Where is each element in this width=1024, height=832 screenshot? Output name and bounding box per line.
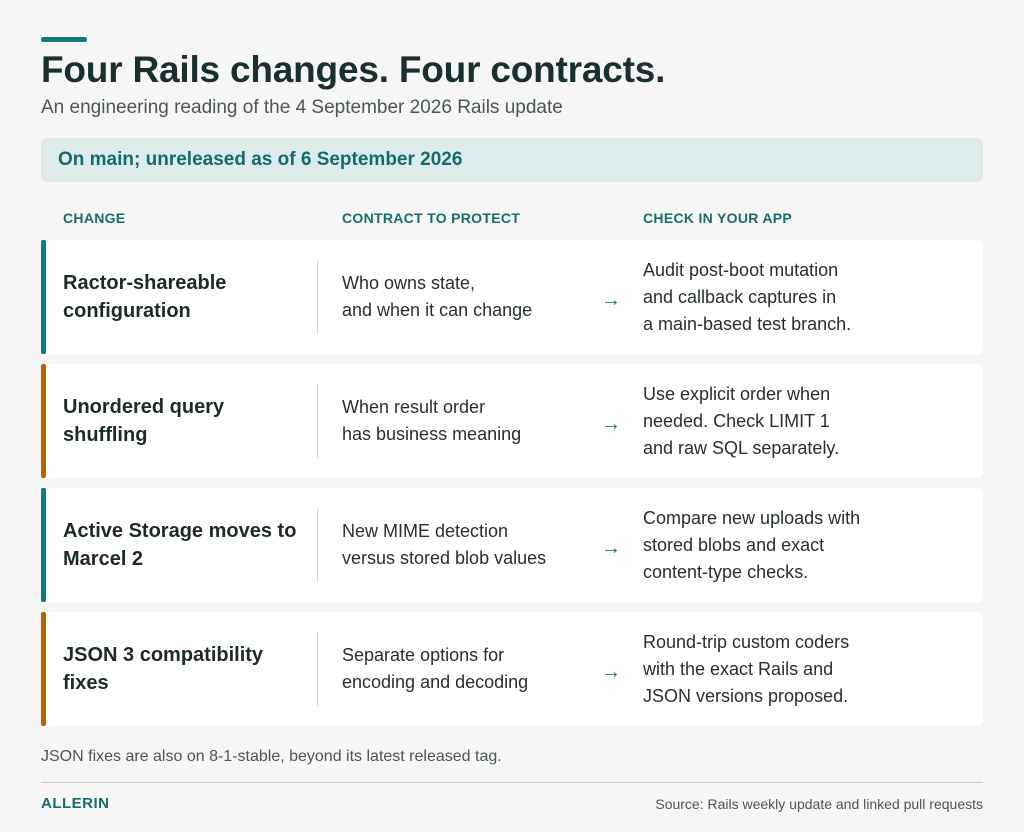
- arrow-right-icon: →: [601, 536, 621, 559]
- row-contract: Who owns state, and when it can change: [342, 240, 592, 354]
- table-row: JSON 3 compatibility fixes Separate optio…: [41, 612, 983, 726]
- row-check-line: Audit post-boot mutation: [643, 259, 839, 280]
- row-contract-line: When result order: [342, 397, 486, 417]
- row-check-line: Use explicit order when: [643, 383, 831, 404]
- row-contract-line: Who owns state,: [342, 273, 476, 293]
- row-divider: [317, 632, 318, 706]
- row-contract-line: New MIME detection: [342, 521, 509, 541]
- row-check: Round-trip custom coders with the exact R…: [643, 612, 943, 726]
- row-accent-stripe: [41, 488, 46, 602]
- row-check-line: JSON versions proposed.: [643, 685, 849, 706]
- row-change-title: Active Storage moves to Marcel 2: [63, 520, 297, 570]
- column-header-check: CHECK IN YOUR APP: [643, 210, 793, 226]
- row-contract-line: versus stored blob values: [342, 548, 547, 568]
- row-check-line: a main-based test branch.: [643, 313, 852, 334]
- row-check-line: Compare new uploads with: [643, 507, 861, 528]
- row-check-line: and callback captures in: [643, 286, 837, 307]
- footer-divider: [41, 782, 983, 783]
- table-row: Active Storage moves to Marcel 2 New MIME…: [41, 488, 983, 602]
- row-change-title: JSON 3 compatibility fixes: [63, 644, 264, 694]
- row-change-title: Ractor-shareable configuration: [63, 272, 227, 322]
- row-contract-line: Separate options for: [342, 645, 505, 665]
- table-row: Unordered query shuffling When result ord…: [41, 364, 983, 478]
- row-check: Use explicit order when needed. Check LIM…: [643, 364, 943, 478]
- column-header-contract: CONTRACT TO PROTECT: [342, 210, 521, 226]
- row-check-line: content-type checks.: [643, 561, 809, 582]
- row-accent-stripe: [41, 612, 46, 726]
- status-banner: On main; unreleased as of 6 September 20…: [41, 138, 983, 182]
- row-accent-stripe: [41, 240, 46, 354]
- row-check-line: with the exact Rails and: [643, 658, 834, 679]
- row-contract: New MIME detection versus stored blob val…: [342, 488, 592, 602]
- row-check-line: stored blobs and exact: [643, 534, 825, 555]
- status-text: On main; unreleased as of 6 September 20…: [58, 149, 463, 170]
- row-contract: When result order has business meaning: [342, 364, 592, 478]
- row-accent-stripe: [41, 364, 46, 478]
- row-contract: Separate options for encoding and decodin…: [342, 612, 592, 726]
- arrow-right-icon: →: [601, 412, 621, 435]
- row-check-line: and raw SQL separately.: [643, 437, 840, 458]
- row-contract-line: and when it can change: [342, 300, 533, 320]
- page-title: Four Rails changes. Four contracts.: [41, 49, 666, 90]
- column-header-change: CHANGE: [63, 210, 126, 226]
- row-check: Audit post-boot mutation and callback cap…: [643, 240, 943, 354]
- brand-name: ALLERIN: [41, 795, 110, 812]
- table-row: Ractor-shareable configuration Who owns s…: [41, 240, 983, 354]
- source-note: Source: Rails weekly update and linked p…: [655, 796, 983, 812]
- title-accent-bar: [41, 37, 87, 42]
- row-divider: [317, 384, 318, 458]
- row-check-line: needed. Check LIMIT 1: [643, 410, 830, 431]
- row-change-title: Unordered query shuffling: [63, 396, 225, 446]
- row-contract-line: has business meaning: [342, 424, 522, 444]
- row-divider: [317, 508, 318, 582]
- arrow-right-icon: →: [601, 660, 621, 683]
- footnote: JSON fixes are also on 8-1-stable, beyon…: [41, 748, 502, 765]
- page-subtitle: An engineering reading of the 4 Septembe…: [41, 97, 563, 118]
- arrow-right-icon: →: [601, 288, 621, 311]
- row-divider: [317, 260, 318, 334]
- row-check: Compare new uploads with stored blobs and…: [643, 488, 943, 602]
- row-contract-line: encoding and decoding: [342, 672, 529, 692]
- row-check-line: Round-trip custom coders: [643, 631, 850, 652]
